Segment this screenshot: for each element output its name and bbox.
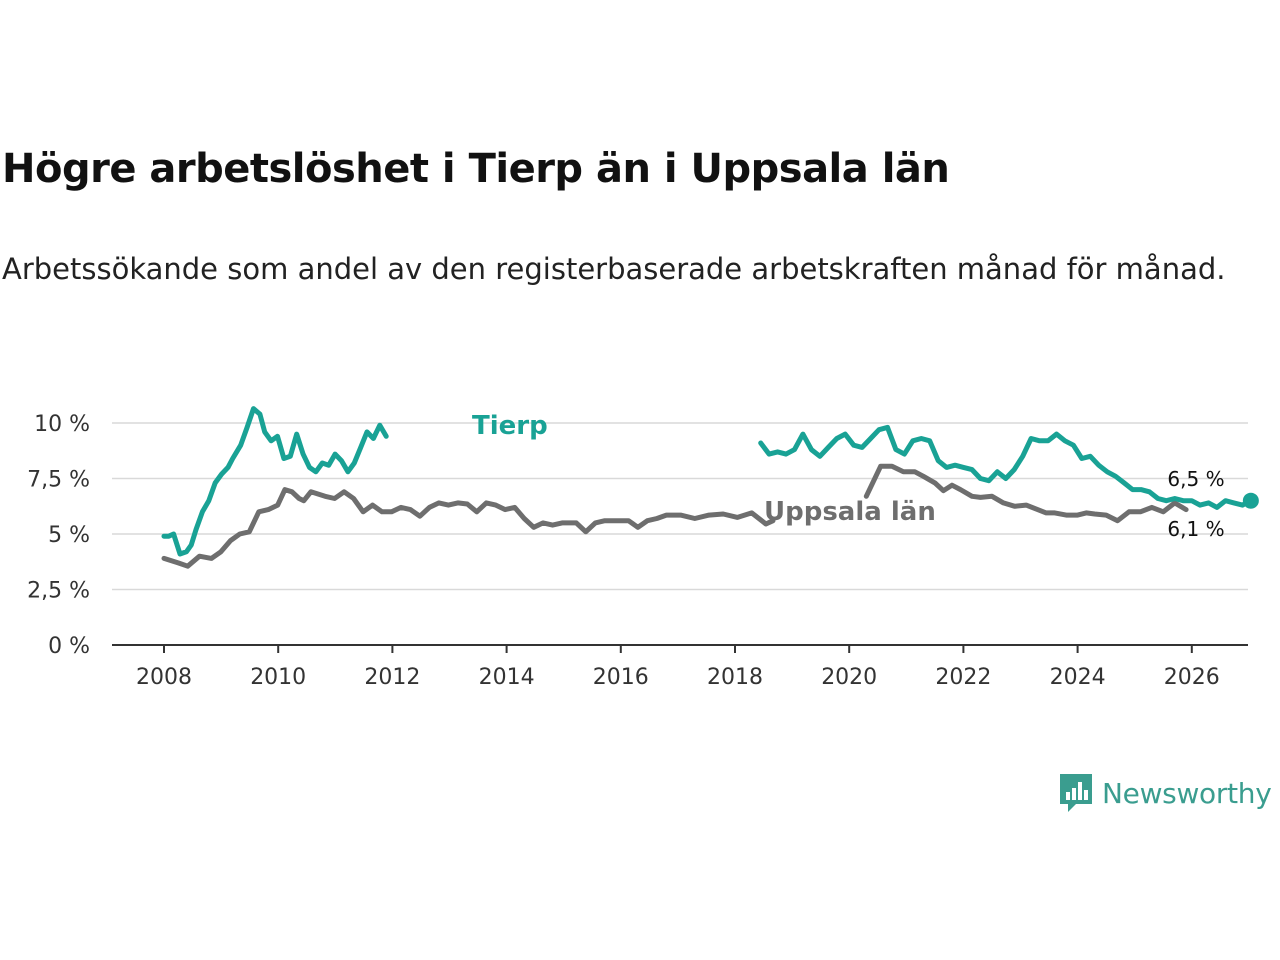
x-tick-label: 2024 [1050,665,1106,690]
tierp-end-value: 6,5 % [1167,467,1224,491]
x-tick-label: 2008 [136,665,192,690]
y-tick-label: 5 % [48,523,90,548]
line-chart: 0 % 2,5 % 5 % 7,5 % 10 % 2008 2010 2012 2014 201… [27,406,1259,690]
brand-name: Newsworthy [1102,776,1272,810]
chart-title: Högre arbetslöshet i Tierp än i Uppsala … [2,146,950,192]
x-tick-label: 2026 [1164,665,1220,690]
uppsala-series-label: Uppsala län [764,497,936,527]
uppsala-end-value: 6,1 % [1167,517,1224,541]
uppsala-lan-line-segment [863,463,1189,524]
tierp-series-label: Tierp [472,411,548,441]
y-tick-label: 0 % [48,634,90,659]
x-tick-label: 2022 [935,665,991,690]
newsworthy-logo: Newsworthy [1058,770,1272,816]
x-tick-label: 2010 [250,665,306,690]
tierp-line-segment [758,424,1254,510]
series-labels: Uppsala län 6,1 % Tierp 6,5 % [472,411,1225,541]
chart-subtitle: Arbetssökande som andel av den registerb… [2,252,1226,286]
grid-lines [112,422,1248,591]
newsworthy-logo-icon [1060,774,1092,812]
y-tick-label: 10 % [34,412,90,437]
x-tick-label: 2012 [364,665,420,690]
uppsala-lan-line-segment [161,487,776,569]
series-lines [161,406,1259,569]
x-tick-label: 2014 [479,665,535,690]
tierp-end-marker [1242,492,1259,509]
x-tick-label: 2018 [707,665,763,690]
tierp-line-segment [161,406,389,557]
y-tick-label: 2,5 % [27,579,90,604]
x-axis: 2008 2010 2012 2014 2016 2018 2020 2022 2024 2026 [112,644,1248,690]
y-tick-label: 7,5 % [27,468,90,493]
y-axis-tick-labels: 0 % 2,5 % 5 % 7,5 % 10 % [27,412,90,659]
x-tick-label: 2020 [821,665,877,690]
x-tick-label: 2016 [593,665,649,690]
